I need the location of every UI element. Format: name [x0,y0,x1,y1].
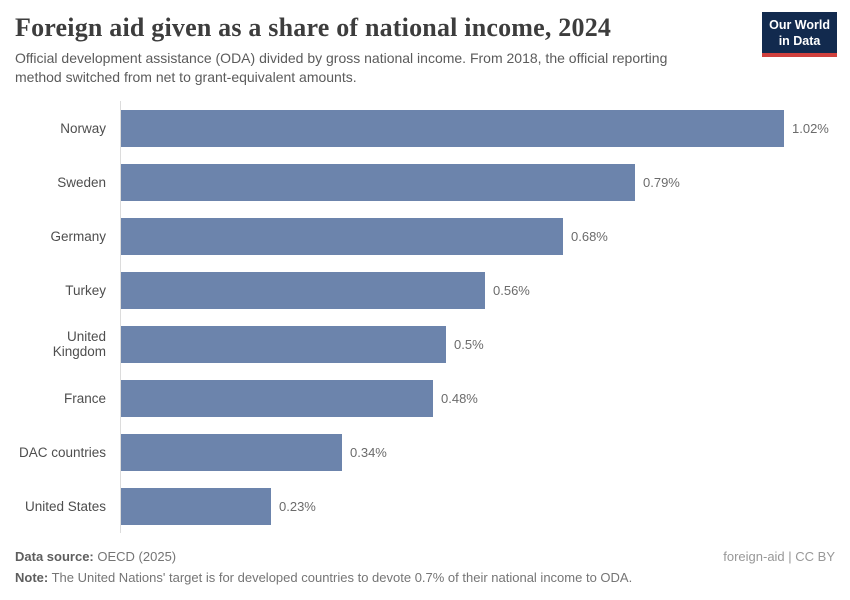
bar-track: 0.48% [120,371,835,425]
bar-track: 0.68% [120,209,835,263]
chart-row: Norway 1.02% [15,101,835,155]
value-label: 0.5% [454,336,484,352]
country-label[interactable]: Germany [50,228,106,244]
bar[interactable] [121,379,433,417]
value-label: 0.23% [279,498,316,514]
chart-subtitle-line1: Official development assistance (ODA) di… [15,50,668,66]
bar-track: 0.5% [120,317,835,371]
bar[interactable] [121,487,271,525]
bar-track: 1.02% [120,101,835,155]
chart-row: France 0.48% [15,371,835,425]
value-label: 0.34% [350,444,387,460]
datasource-value[interactable]: OECD (2025) [97,549,177,564]
value-label: 0.68% [571,228,608,244]
bar[interactable] [121,109,784,147]
bar[interactable] [121,217,563,255]
chart-row: Sweden 0.79% [15,155,835,209]
country-label[interactable]: France [63,390,106,406]
chart-row: Turkey 0.56% [15,263,835,317]
value-label: 1.02% [792,120,829,136]
bar-chart: Norway 1.02% Sweden 0.79% Germany 0.68% Turkey… [0,101,850,533]
bar-track: 0.56% [120,263,835,317]
bar[interactable] [121,163,635,201]
bar-track: 0.34% [120,425,835,479]
bar-track: 0.23% [120,479,835,533]
country-label[interactable]: Norway [60,120,106,136]
country-label[interactable]: DAC countries [18,444,106,460]
chart-row: United States 0.23% [15,479,835,533]
chart-subtitle-line2: method switched from net to grant-equiva… [15,69,357,85]
footer-text: Data source: OECD (2025) Note: The Unite… [15,546,632,588]
bar[interactable] [121,271,485,309]
note-line: Note: The United Nations' target is for … [15,567,632,588]
country-label[interactable]: Sweden [57,174,106,190]
owid-logo[interactable]: Our World in Data [762,12,837,57]
header-text: Foreign aid given as a share of national… [15,12,667,87]
value-label: 0.56% [493,282,530,298]
note-value: The United Nations' target is for develo… [51,570,633,585]
country-label[interactable]: United Kingdom [52,329,106,359]
chart-footer: Data source: OECD (2025) Note: The Unite… [0,546,850,588]
value-label: 0.48% [441,390,478,406]
owid-logo-line1: Our World [769,18,830,32]
license-credit[interactable]: foreign-aid | CC BY [723,549,835,564]
chart-row: Germany 0.68% [15,209,835,263]
datasource-label: Data source: [15,549,94,564]
bar[interactable] [121,325,446,363]
chart-header: Foreign aid given as a share of national… [0,0,850,87]
chart-row: DAC countries 0.34% [15,425,835,479]
value-label: 0.79% [643,174,680,190]
chart-title: Foreign aid given as a share of national… [15,13,612,42]
datasource-line: Data source: OECD (2025) [15,546,632,567]
country-label[interactable]: United States [24,498,106,514]
chart-row: United Kingdom 0.5% [15,317,835,371]
chart-subtitle: Official development assistance (ODA) di… [15,49,667,87]
bar[interactable] [121,433,342,471]
note-label: Note: [15,570,49,585]
owid-logo-line2: in Data [778,34,821,48]
bar-track: 0.79% [120,155,835,209]
country-label[interactable]: Turkey [65,282,106,298]
